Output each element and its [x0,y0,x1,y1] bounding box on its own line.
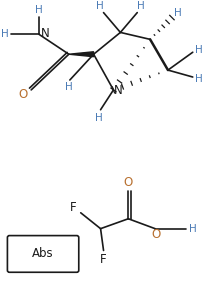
Text: H: H [137,1,145,11]
Text: Abs: Abs [32,247,54,260]
Polygon shape [69,52,94,57]
Text: N: N [41,27,49,40]
Text: H: H [96,1,103,11]
Text: H: H [195,45,202,55]
Text: H: H [1,29,8,39]
Text: H: H [65,82,73,92]
Text: O: O [151,228,161,241]
Text: F: F [70,201,76,214]
Text: H: H [195,74,202,84]
Text: H: H [189,224,197,234]
Text: N: N [114,84,123,98]
FancyBboxPatch shape [7,236,79,272]
Text: H: H [35,5,43,14]
Text: F: F [100,253,107,266]
Text: H: H [95,113,102,123]
Text: O: O [124,175,133,188]
Text: O: O [19,88,28,101]
Text: H: H [174,8,182,18]
